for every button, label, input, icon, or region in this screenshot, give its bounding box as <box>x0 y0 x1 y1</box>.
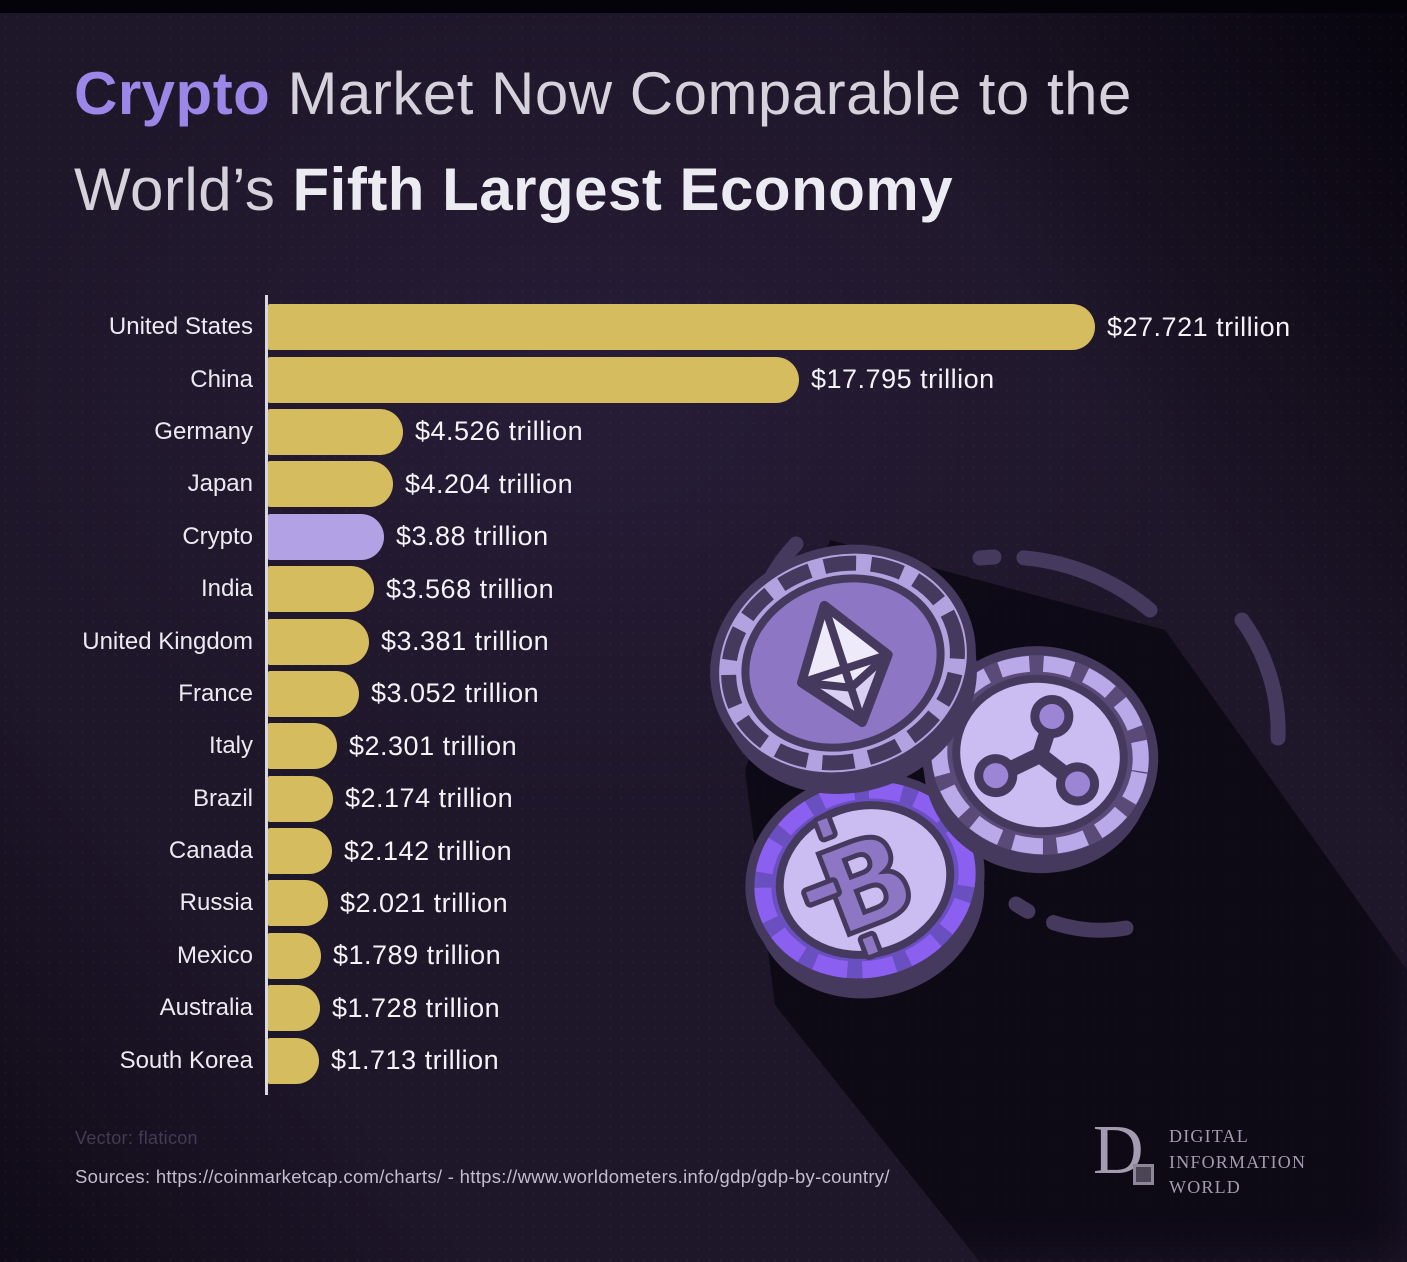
bar-row: United Kingdom $3.381 trillion <box>0 615 1291 667</box>
bar-row: South Korea $1.713 trillion <box>0 1034 1291 1086</box>
bar-value-label: $1.728 trillion <box>332 992 501 1023</box>
bar-row-label: South Korea <box>119 1046 253 1074</box>
bar-row: Canada $2.142 trillion <box>0 825 1291 877</box>
bar-row-label: Japan <box>187 470 253 498</box>
bar-value-label: $17.795 trillion <box>811 364 995 395</box>
bar-value-label: $3.052 trillion <box>371 678 540 709</box>
bar <box>268 670 359 717</box>
bar <box>268 985 320 1032</box>
bar-value-label: $2.301 trillion <box>349 730 518 761</box>
logo-line-2: INFORMATION <box>1169 1151 1307 1172</box>
bar-value-label: $1.713 trillion <box>331 1045 500 1076</box>
ethereum-coin-icon <box>710 544 977 794</box>
bar-value-label: $2.142 trillion <box>344 835 513 866</box>
bar <box>268 932 321 979</box>
bar <box>268 775 333 822</box>
bar-row: Russia $2.021 trillion <box>0 877 1291 929</box>
title-accent: Crypto <box>74 60 271 127</box>
bitcoin-coin-icon: B <box>745 772 985 999</box>
bar-row-label: Brazil <box>192 784 253 812</box>
top-black-strip <box>0 0 1407 13</box>
bar-row: Brazil $2.174 trillion <box>0 773 1291 825</box>
bar-row-label: France <box>178 679 253 707</box>
logo-line-1: DIGITAL <box>1169 1126 1249 1146</box>
bar-row-label: Russia <box>179 889 253 917</box>
bar-row-label: United Kingdom <box>82 627 253 655</box>
ripple-symbol <box>974 694 1100 806</box>
bar-row: Crypto $3.88 trillion <box>0 511 1291 563</box>
bar-value-label: $2.021 trillion <box>340 887 509 918</box>
bar-value-label: $3.568 trillion <box>386 573 555 604</box>
bar-value-label: $4.526 trillion <box>415 416 584 447</box>
ethereum-symbol <box>797 600 893 727</box>
title-line1-rest: Market Now Comparable to the <box>270 60 1132 127</box>
logo-square-icon <box>1133 1164 1154 1185</box>
bar <box>268 356 799 403</box>
crypto-coins-illustration: B <box>710 536 1286 999</box>
axis-line <box>265 295 268 1095</box>
bar-value-label: $4.204 trillion <box>405 468 574 499</box>
sources-text: Sources: https://coinmarketcap.com/chart… <box>75 1166 890 1187</box>
bar <box>268 618 369 665</box>
bar-row-label: China <box>190 365 253 393</box>
ripple-coin-icon <box>921 646 1159 874</box>
bar-row-label: Italy <box>208 732 253 760</box>
bar-value-label: $3.88 trillion <box>396 521 549 552</box>
bar-value-label: $3.381 trillion <box>381 626 550 657</box>
bar-row: Italy $2.301 trillion <box>0 720 1291 772</box>
bar-row: Germany $4.526 trillion <box>0 406 1291 458</box>
bar-value-label: $27.721 trillion <box>1107 311 1291 342</box>
bar-rows: United States $27.721 trillion China $17… <box>0 301 1291 1087</box>
bar <box>268 723 337 770</box>
vector-credit: Vector: flaticon <box>75 1128 198 1148</box>
bar-row-label: United States <box>108 313 253 341</box>
logo-line-3: WORLD <box>1169 1177 1241 1197</box>
bar <box>268 304 1095 351</box>
brand-logo: D DIGITAL INFORMATION WORLD <box>1093 1116 1306 1201</box>
bar-row: Mexico $1.789 trillion <box>0 930 1291 982</box>
title-line-2: World’s Fifth Largest Economy <box>74 142 1132 238</box>
title-line2-light: World’s <box>74 156 293 223</box>
title-line2-bold: Fifth Largest Economy <box>292 156 954 223</box>
bar-row: United States $27.721 trillion <box>0 301 1291 353</box>
bar-row: Australia $1.728 trillion <box>0 982 1291 1034</box>
page-title: Crypto Market Now Comparable to the Worl… <box>74 46 1132 238</box>
bar <box>268 828 332 875</box>
bar-row-label: India <box>200 575 253 603</box>
bar-value-label: $2.174 trillion <box>345 783 514 814</box>
bar <box>268 880 328 927</box>
bar <box>268 1037 319 1084</box>
bar-row-label: Germany <box>154 417 253 445</box>
bar-row-label: Mexico <box>176 941 253 969</box>
title-line-1: Crypto Market Now Comparable to the <box>74 46 1132 142</box>
bar-row: France $3.052 trillion <box>0 668 1291 720</box>
bar-row-label: Crypto <box>182 522 253 550</box>
logo-text: DIGITAL INFORMATION WORLD <box>1169 1120 1306 1201</box>
gdp-bar-chart: United States $27.721 trillion China $17… <box>0 301 1291 1087</box>
bar-row: Japan $4.204 trillion <box>0 458 1291 510</box>
bar-row: China $17.795 trillion <box>0 353 1291 405</box>
bar <box>268 461 393 508</box>
bar <box>268 566 374 613</box>
logo-mark: D <box>1093 1116 1154 1201</box>
bar-row: India $3.568 trillion <box>0 563 1291 615</box>
bar-value-label: $1.789 trillion <box>333 940 502 971</box>
bar-row-label: Australia <box>159 994 253 1022</box>
bar <box>268 408 403 455</box>
bar <box>268 513 384 560</box>
bar-row-label: Canada <box>168 837 253 865</box>
